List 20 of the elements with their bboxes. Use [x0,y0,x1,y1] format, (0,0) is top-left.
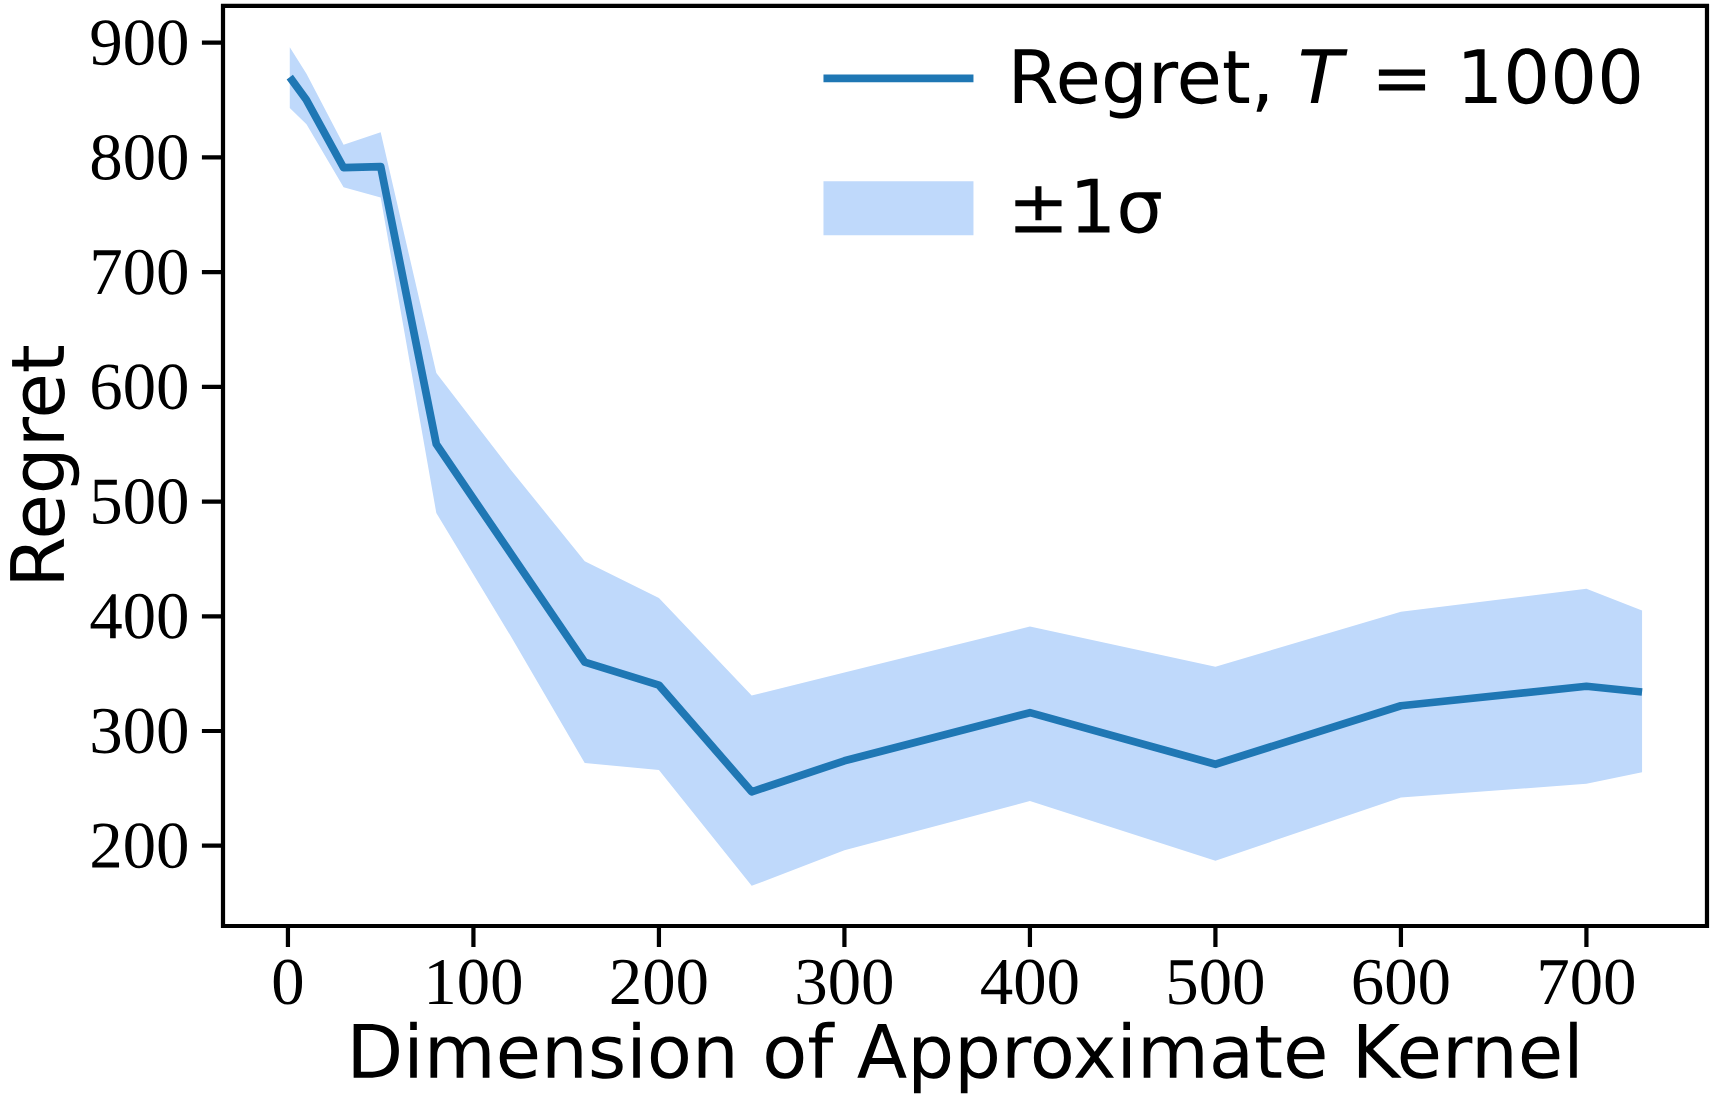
x-tick-label: 100 [429,959,521,1005]
y-axis-title: Regret [10,346,80,581]
x-tick-label: 600 [1353,959,1449,1005]
x-tick-label: 0 [273,959,303,1005]
y-tick-label: 200 [92,823,187,869]
y-tick-label: 800 [91,134,187,180]
x-axis-title: Dimension of Approximate Kernel [353,1021,1577,1094]
x-tick-label: 700 [1540,959,1634,1005]
legend-label: Regret, T = 1000 [1014,48,1640,119]
annotation: ±1σ [1015,178,1161,234]
x-tick-label: 200 [611,959,707,1005]
y-tick-label: 300 [92,708,187,754]
x-tick-label: 300 [797,959,892,1005]
y-tick-label: 900 [91,20,187,66]
y-tick-label: 500 [93,479,187,525]
y-tick-label: 700 [93,249,187,295]
y-tick-label: 400 [90,593,187,639]
y-tick-label: 600 [92,364,187,410]
x-tick-label: 400 [981,959,1078,1005]
x-tick-label: 500 [1169,959,1263,1005]
